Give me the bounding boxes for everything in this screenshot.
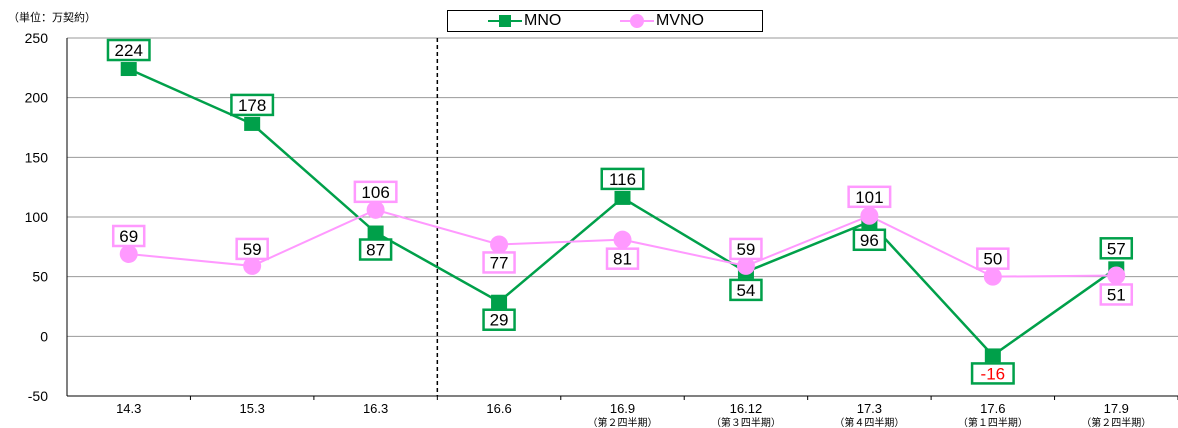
mno-point	[244, 116, 261, 131]
data-label: 101	[855, 188, 883, 207]
data-label-box	[1099, 237, 1134, 260]
y-tick-label: 200	[25, 90, 49, 106]
x-tick-label: 17.9	[1104, 401, 1129, 416]
data-label: 116	[609, 170, 636, 189]
data-label: 178	[238, 96, 266, 115]
series-line-mno	[128, 67, 1117, 358]
data-label-box	[970, 362, 1015, 385]
data-label-box	[600, 167, 645, 191]
data-label-box	[729, 278, 763, 302]
data-label: 87	[366, 241, 385, 260]
data-label-box	[1099, 283, 1134, 306]
data-label: 59	[243, 240, 262, 259]
x-tick-label: 16.12	[730, 401, 763, 416]
y-tick-label: 0	[40, 328, 48, 344]
x-tick-sublabel: （第２四半期）	[1081, 416, 1151, 428]
legend-item-mvno: MVNO	[620, 12, 704, 30]
mvno-point	[1107, 266, 1126, 285]
data-label-box	[353, 180, 398, 204]
mvno-point	[243, 256, 262, 275]
data-label: 96	[860, 231, 879, 250]
data-label: 69	[119, 227, 138, 246]
mvno-point	[490, 235, 509, 254]
data-label: 224	[115, 41, 143, 60]
mno-point	[367, 225, 384, 240]
data-label: 57	[1107, 239, 1126, 258]
y-tick-label: 150	[25, 149, 49, 165]
legend-label-mno: MNO	[524, 12, 562, 29]
mno-point	[984, 348, 1001, 363]
mno-point	[120, 62, 137, 77]
data-label: 50	[983, 250, 1002, 269]
x-tick-label: 17.6	[980, 401, 1005, 416]
data-label-box	[230, 93, 275, 117]
data-label: 77	[490, 253, 509, 272]
mno-point	[614, 190, 631, 205]
mno-point	[491, 294, 508, 309]
unit-label: （単位：万契約）	[8, 12, 96, 24]
y-tick-label: 50	[32, 269, 48, 285]
x-tick-label: 17.3	[857, 401, 882, 416]
data-label-box	[729, 237, 763, 261]
data-label-box	[976, 247, 1010, 270]
x-tick-sublabel: （第３四半期）	[711, 416, 781, 428]
data-label: 54	[736, 281, 755, 300]
data-label: 106	[361, 183, 389, 202]
x-tick-label: 16.6	[486, 401, 511, 416]
x-tick-label: 14.3	[116, 401, 141, 416]
data-label-box	[235, 237, 269, 261]
mvno-point	[119, 244, 138, 263]
data-label-box	[852, 228, 887, 252]
mvno-point	[983, 267, 1002, 286]
y-tick-label: -50	[28, 388, 48, 404]
data-label: -16	[981, 364, 1006, 383]
x-tick-sublabel: （第２四半期）	[588, 416, 658, 428]
data-label: 51	[1107, 285, 1126, 304]
data-label-box	[482, 251, 516, 274]
x-tick-sublabel: （第１四半期）	[958, 416, 1028, 428]
mvno-marker-icon	[620, 12, 654, 30]
data-label: 29	[490, 311, 509, 330]
legend: MNO MVNO	[447, 10, 763, 32]
mvno-point	[613, 230, 632, 249]
mvno-point	[736, 256, 755, 275]
y-tick-label: 250	[25, 30, 49, 46]
data-label-box	[111, 224, 146, 248]
x-tick-sublabel: （第４四半期）	[834, 416, 904, 428]
x-tick-label: 15.3	[240, 401, 265, 416]
data-label-box	[605, 247, 640, 270]
mno-marker-icon	[488, 12, 522, 30]
data-label-box	[358, 238, 393, 261]
data-label: 81	[613, 250, 632, 269]
data-label-box	[847, 185, 892, 209]
mvno-point	[366, 200, 385, 219]
mvno-point	[860, 206, 879, 225]
x-tick-label: 16.3	[363, 401, 388, 416]
x-tick-label: 16.9	[610, 401, 635, 416]
data-label: 59	[736, 240, 755, 259]
data-label-box	[482, 308, 516, 331]
data-label-box	[106, 38, 151, 62]
legend-item-mno: MNO	[488, 12, 561, 30]
legend-label-mvno: MVNO	[656, 12, 704, 29]
y-tick-label: 100	[25, 209, 49, 225]
